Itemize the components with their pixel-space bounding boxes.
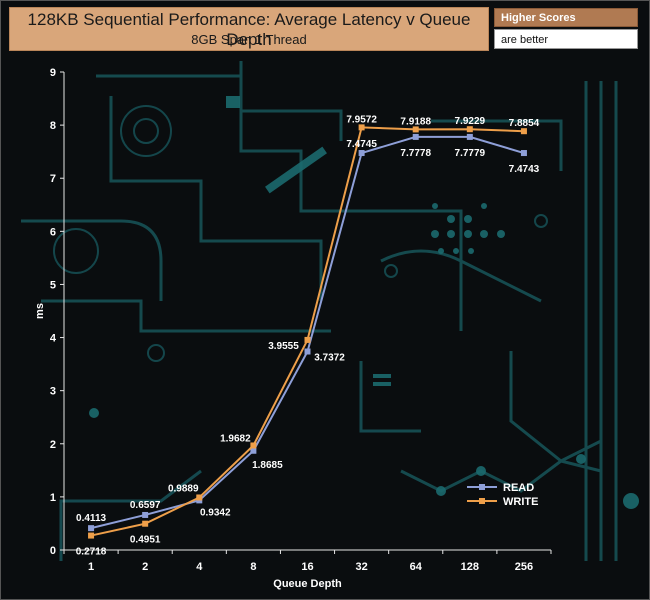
higher-scores-label: Higher Scores xyxy=(494,8,638,27)
data-label-read: 0.4113 xyxy=(76,513,106,524)
x-tick-label: 32 xyxy=(355,561,367,573)
data-point-read xyxy=(520,150,527,157)
data-point-write xyxy=(358,124,365,131)
x-tick-label: 256 xyxy=(515,561,533,573)
series-line-write xyxy=(90,126,524,537)
data-label-write: 7.9572 xyxy=(346,114,377,125)
data-label-write: 7.8854 xyxy=(509,118,540,129)
x-tick-label: 4 xyxy=(196,561,203,573)
chart-subtitle: 8GB Span 1 Thread xyxy=(191,32,307,47)
y-tick-label: 3 xyxy=(50,386,56,398)
data-label-write: 0.9889 xyxy=(168,483,199,494)
x-tick-label: 8 xyxy=(250,561,256,573)
data-point-write xyxy=(466,126,473,133)
x-tick-label: 128 xyxy=(461,561,479,573)
data-point-read xyxy=(142,511,149,518)
chart-legend: READ WRITE xyxy=(467,482,538,508)
legend-label-write: WRITE xyxy=(503,496,538,508)
legend-marker-write xyxy=(479,498,485,504)
legend-marker-read xyxy=(479,484,485,490)
data-point-read xyxy=(88,525,95,532)
data-label-write: 3.9555 xyxy=(268,341,299,352)
data-point-read xyxy=(250,447,257,454)
legend-label-read: READ xyxy=(503,482,534,494)
data-point-write xyxy=(520,128,527,135)
data-point-write xyxy=(88,532,95,539)
data-label-read: 1.8685 xyxy=(252,460,283,471)
data-point-read xyxy=(304,348,311,355)
y-tick-label: 7 xyxy=(50,173,56,185)
y-tick-label: 8 xyxy=(50,120,56,132)
chart-data-labels: 0.4113 0.6597 0.9342 1.8685 3.7372 7.4745 7.77… xyxy=(76,114,540,557)
y-axis-title: ms xyxy=(34,303,46,319)
data-label-write: 7.9229 xyxy=(455,116,486,127)
x-tick-label: 2 xyxy=(142,561,148,573)
chart-title-box: 128KB Sequential Performance: Average La… xyxy=(9,7,489,51)
chart-axes: 0 1 2 3 4 5 6 7 8 9 1 2 4 8 16 32 64 128 256 Queue Depth ms xyxy=(34,67,552,590)
y-tick-label: 0 xyxy=(50,545,56,557)
x-tick-label: 64 xyxy=(410,561,423,573)
data-label-read: 0.6597 xyxy=(130,500,161,511)
data-point-read xyxy=(412,133,419,140)
data-label-read: 0.9342 xyxy=(200,507,231,518)
chart-series xyxy=(88,124,527,539)
y-tick-label: 9 xyxy=(50,67,56,79)
data-point-write xyxy=(412,126,419,133)
chart-title: 128KB Sequential Performance: Average La… xyxy=(27,10,471,49)
x-tick-label: 1 xyxy=(88,561,94,573)
data-point-write xyxy=(304,336,311,343)
data-label-write: 0.2718 xyxy=(76,547,107,558)
y-tick-label: 4 xyxy=(50,333,57,345)
data-point-write xyxy=(196,494,203,501)
x-tick-label: 16 xyxy=(301,561,313,573)
data-point-write xyxy=(250,442,257,449)
y-tick-label: 1 xyxy=(50,492,56,504)
y-tick-label: 2 xyxy=(50,439,56,451)
data-label-write: 0.4951 xyxy=(130,535,161,546)
data-label-write: 1.9682 xyxy=(220,433,251,444)
data-point-write xyxy=(142,520,149,527)
data-label-read: 7.4745 xyxy=(346,139,377,150)
y-tick-label: 6 xyxy=(50,226,56,238)
series-line-read xyxy=(90,135,525,530)
data-point-read xyxy=(466,133,473,140)
data-label-read: 7.7779 xyxy=(455,148,486,159)
data-label-read: 7.7778 xyxy=(400,148,431,159)
data-label-read: 7.4743 xyxy=(509,164,540,175)
y-tick-label: 5 xyxy=(50,279,56,291)
x-axis-title: Queue Depth xyxy=(273,578,342,590)
data-label-write: 7.9188 xyxy=(400,116,431,127)
data-label-read: 3.7372 xyxy=(314,353,345,364)
are-better-label: are better xyxy=(494,29,638,49)
data-point-read xyxy=(358,150,365,157)
